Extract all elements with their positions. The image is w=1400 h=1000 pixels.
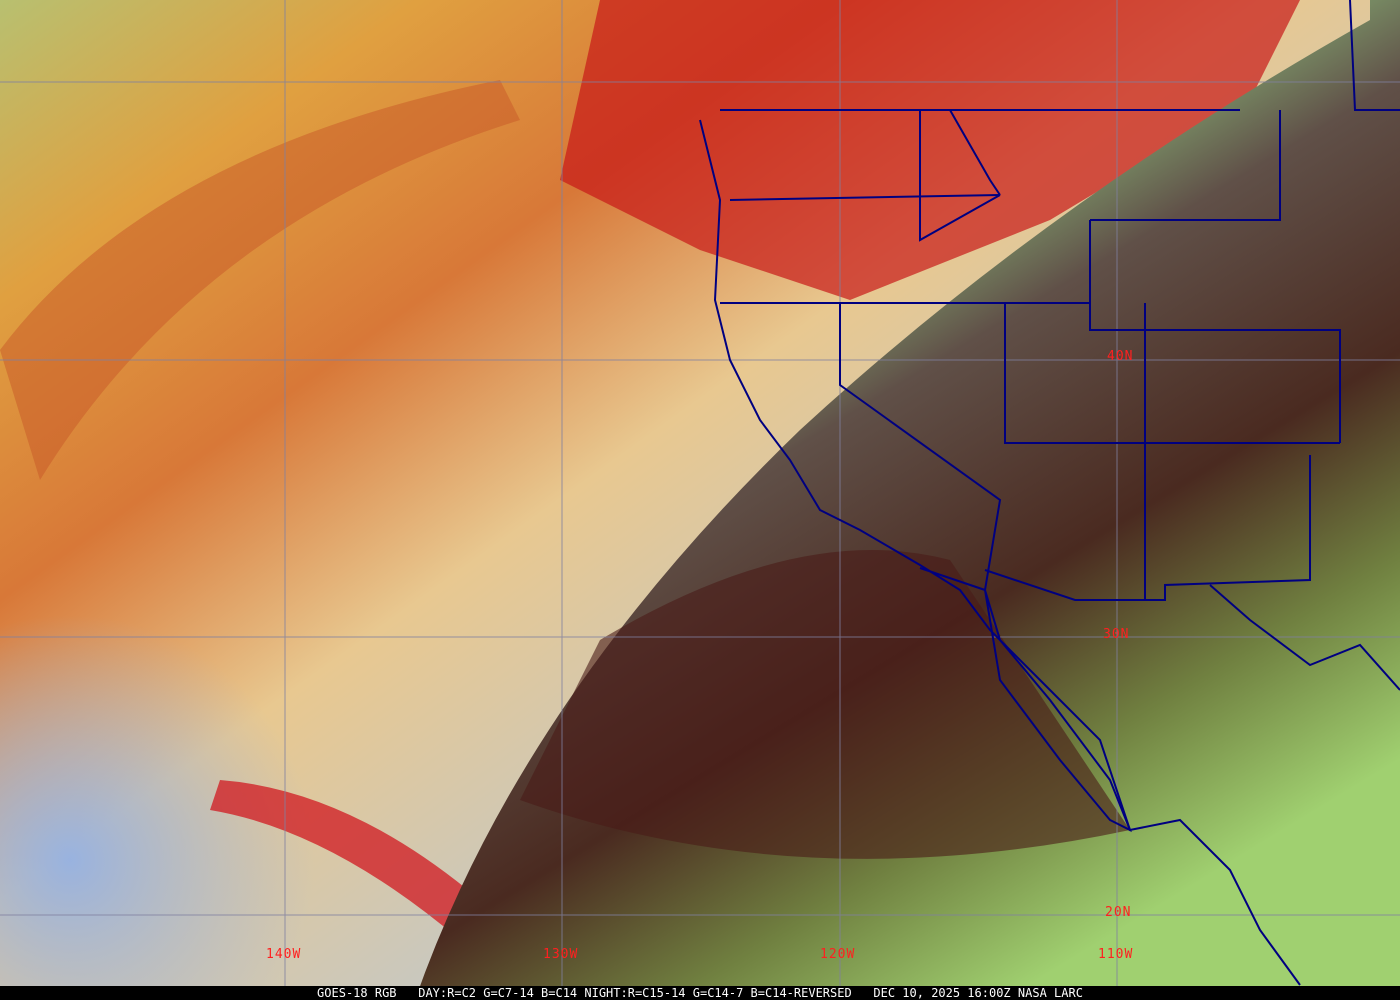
orange-cloud-band — [0, 80, 520, 480]
red-cloud-band — [560, 0, 1300, 300]
credit: NASA LARC — [1017, 986, 1083, 1000]
image-datetime: DEC 10, 2025 16:00Z — [873, 986, 1011, 1000]
lon-label-120w: 120W — [820, 947, 856, 962]
lon-label-140w: 140W — [266, 947, 302, 962]
political-borders — [699, 0, 1400, 986]
lat-label-30n: 30N — [1103, 627, 1130, 642]
dark-land-region — [520, 550, 1130, 859]
product-name: GOES-18 RGB — [317, 986, 397, 1000]
red-cloud-band-south — [210, 780, 480, 940]
lat-label-40n: 40N — [1107, 349, 1134, 364]
image-caption: GOES-18 RGB DAY:R=C2 G=C7-14 B=C14 NIGHT… — [0, 986, 1400, 1000]
lat-label-20n: 20N — [1105, 905, 1132, 920]
lon-label-130w: 130W — [543, 947, 579, 962]
lon-label-110w: 110W — [1098, 947, 1134, 962]
rgb-recipe: DAY:R=C2 G=C7-14 B=C14 NIGHT:R=C15-14 G=… — [418, 986, 852, 1000]
